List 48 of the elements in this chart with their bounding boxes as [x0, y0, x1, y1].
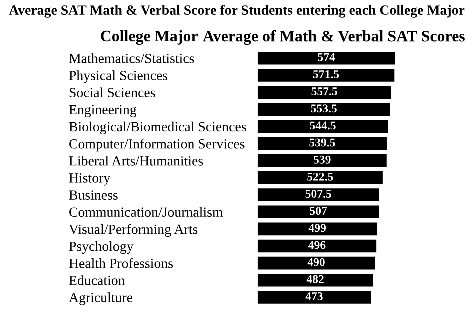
- data-label: 574: [318, 53, 336, 62]
- data-label: 539.5: [310, 138, 336, 147]
- bar: [258, 188, 380, 202]
- data-label: 507: [310, 207, 328, 216]
- data-label: 522.5: [308, 172, 334, 181]
- bar: [258, 52, 396, 65]
- y-tick-label: Visual/Performing Arts: [69, 224, 198, 238]
- bar: [258, 274, 374, 287]
- y-axis-title: College Major: [101, 30, 198, 46]
- y-tick-label: Liberal Arts/Humanities: [69, 156, 204, 166]
- y-tick-label: Social Sciences: [70, 88, 156, 98]
- bar: [258, 137, 387, 150]
- y-tick-label: Business: [69, 190, 118, 200]
- data-label: 571.5: [313, 70, 340, 78]
- bar: [258, 86, 392, 99]
- data-label: 557.5: [312, 88, 338, 96]
- x-axis-title: Average of Math & Verbal SAT Scores: [203, 30, 465, 46]
- y-tick-label: Health Professions: [69, 258, 174, 268]
- y-tick-label: Physical Sciences: [69, 70, 168, 84]
- data-label: 496: [308, 241, 326, 250]
- data-label: 499: [308, 224, 326, 232]
- y-tick-label: Mathematics/Statistics: [69, 54, 194, 64]
- y-tick-label: Computer/Information Services: [70, 138, 245, 152]
- y-tick-label: Biological/Biomedical Sciences: [69, 122, 246, 135]
- bar: [258, 206, 380, 218]
- chart-title: Average SAT Math & Verbal Score for Students entering each College Major: [9, 5, 465, 18]
- data-label: 539: [314, 156, 331, 164]
- bar: [258, 172, 383, 184]
- y-tick-label: Engineering: [69, 105, 137, 118]
- bar: [258, 240, 377, 253]
- data-label: 553.5: [311, 104, 337, 113]
- bar: [258, 291, 372, 304]
- y-tick-label: Agriculture: [69, 292, 133, 306]
- data-label: 490: [308, 258, 325, 266]
- bar: [258, 154, 387, 168]
- bar: [258, 256, 376, 270]
- y-tick-label: History: [69, 174, 111, 186]
- bar: [258, 69, 395, 82]
- data-label: 482: [306, 275, 324, 284]
- bar: [258, 103, 390, 116]
- y-tick-label: Psychology: [69, 241, 134, 254]
- bar: [258, 222, 378, 236]
- data-label: 544.5: [310, 122, 336, 130]
- data-label: 507.5: [306, 190, 332, 198]
- y-tick-label: Communication/Journalism: [70, 207, 224, 218]
- bar: [258, 120, 388, 134]
- data-label: 473: [306, 292, 323, 300]
- y-tick-label: Education: [69, 276, 126, 286]
